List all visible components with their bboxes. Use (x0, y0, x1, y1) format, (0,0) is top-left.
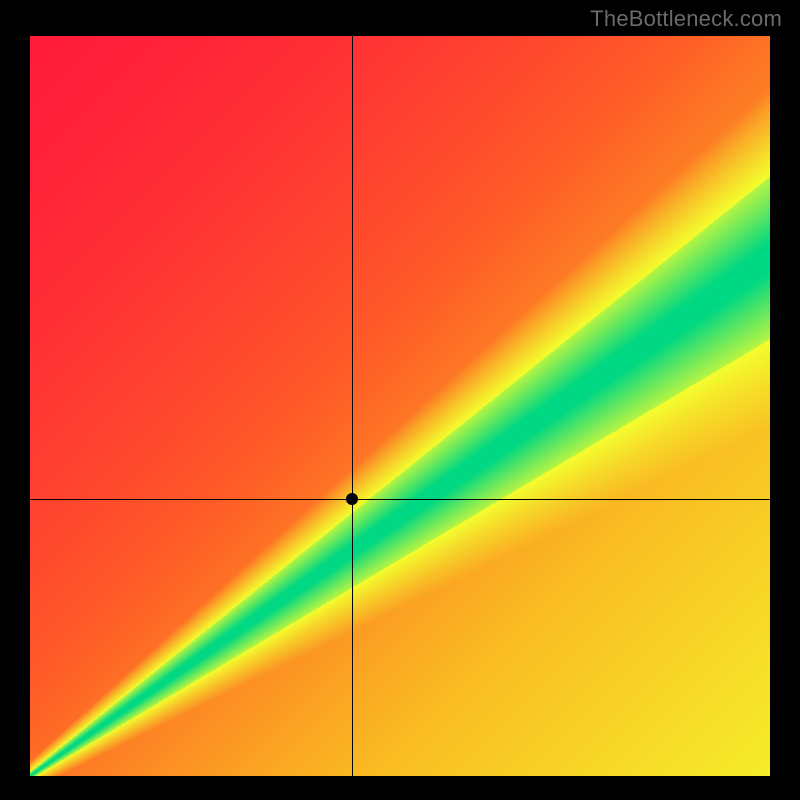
watermark-text: TheBottleneck.com (590, 6, 782, 32)
chart-root: TheBottleneck.com (0, 0, 800, 800)
heatmap-plot (30, 36, 770, 776)
crosshair-marker (346, 493, 358, 505)
crosshair-horizontal (30, 499, 770, 500)
crosshair-vertical (352, 36, 353, 776)
heatmap-canvas (30, 36, 770, 776)
